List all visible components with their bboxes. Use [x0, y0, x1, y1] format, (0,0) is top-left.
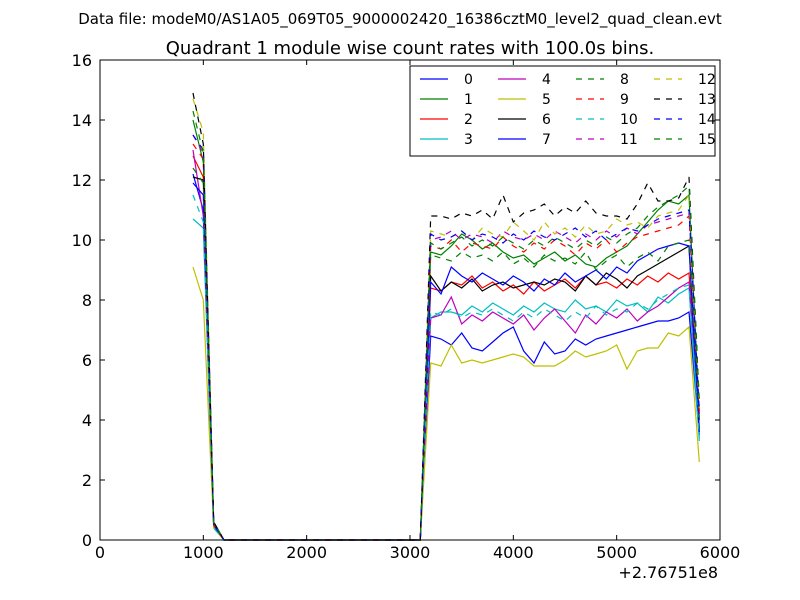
legend-label-14: 14 — [698, 112, 716, 128]
series-line-2 — [192, 155, 700, 541]
series-line-10 — [192, 194, 700, 541]
x-tick-label: 3000 — [390, 543, 431, 562]
y-tick-label: 16 — [72, 51, 92, 70]
series-line-6 — [192, 176, 700, 541]
legend-label-9: 9 — [620, 92, 629, 108]
legend-label-11: 11 — [620, 132, 638, 148]
y-tick-label: 8 — [82, 291, 92, 310]
x-tick-label: 5000 — [596, 543, 637, 562]
y-tick-label: 0 — [82, 531, 92, 550]
legend-label-0: 0 — [464, 72, 473, 88]
legend-label-2: 2 — [464, 112, 473, 128]
y-tick-label: 10 — [72, 231, 92, 250]
series-line-13 — [192, 92, 700, 541]
chart-title: Quadrant 1 module wise count rates with … — [166, 38, 655, 59]
series-line-1 — [192, 119, 700, 541]
series-line-14 — [192, 134, 700, 541]
legend-label-4: 4 — [542, 72, 551, 88]
series-line-3 — [192, 218, 700, 541]
legend-label-13: 13 — [698, 92, 716, 108]
x-tick-label: 6000 — [700, 543, 741, 562]
series-line-0 — [192, 173, 700, 541]
series-line-11 — [192, 134, 700, 541]
series-layer — [192, 92, 700, 541]
series-line-12 — [192, 98, 700, 541]
series-line-4 — [192, 149, 700, 541]
y-tick-label: 14 — [72, 111, 92, 130]
y-tick-label: 12 — [72, 171, 92, 190]
x-tick-label: 0 — [95, 543, 105, 562]
y-tick-label: 6 — [82, 351, 92, 370]
x-tick-label: 4000 — [493, 543, 534, 562]
legend-label-1: 1 — [464, 92, 473, 108]
figure-suptitle: Data file: modeM0/AS1A05_069T05_90000024… — [78, 10, 722, 29]
legend-label-6: 6 — [542, 112, 551, 128]
legend-label-7: 7 — [542, 132, 551, 148]
series-line-5 — [192, 266, 700, 541]
y-tick-label: 2 — [82, 471, 92, 490]
series-line-8 — [192, 167, 700, 541]
legend-label-12: 12 — [698, 72, 716, 88]
x-tick-label: 1000 — [183, 543, 224, 562]
legend-box — [409, 65, 716, 157]
legend-label-15: 15 — [698, 132, 716, 148]
x-tick-label: 2000 — [286, 543, 327, 562]
legend-label-8: 8 — [620, 72, 629, 88]
series-line-15 — [192, 110, 700, 541]
legend-label-10: 10 — [620, 112, 638, 128]
legend-label-3: 3 — [464, 132, 473, 148]
legend-label-5: 5 — [542, 92, 551, 108]
y-tick-label: 4 — [82, 411, 92, 430]
x-offset-label: +2.76751e8 — [618, 563, 718, 582]
